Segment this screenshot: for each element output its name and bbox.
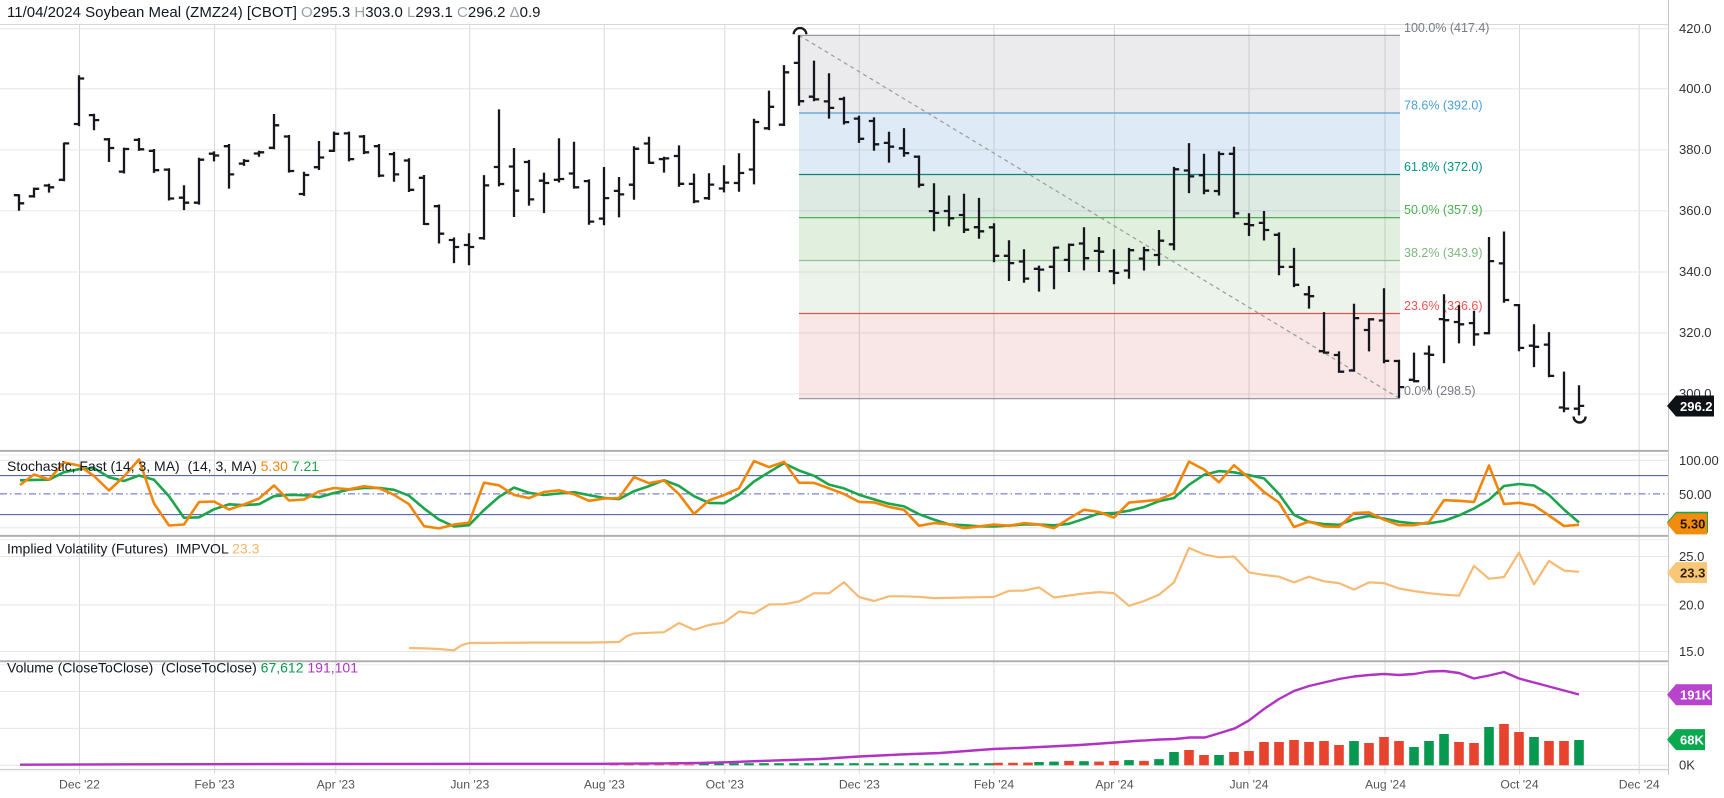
- svg-text:296.2: 296.2: [1680, 399, 1713, 414]
- svg-text:78.6% (392.0): 78.6% (392.0): [1404, 99, 1483, 113]
- svg-text:400.0: 400.0: [1679, 81, 1712, 96]
- svg-text:61.8% (372.0): 61.8% (372.0): [1404, 160, 1483, 174]
- svg-text:25.0: 25.0: [1679, 549, 1704, 564]
- svg-text:Volume (CloseToClose) (CloseT: Volume (CloseToClose) (CloseToClose) 67,…: [7, 660, 358, 676]
- svg-text:0K: 0K: [1679, 758, 1695, 773]
- svg-text:Feb '24: Feb '24: [974, 778, 1014, 792]
- svg-text:320.0: 320.0: [1679, 325, 1712, 340]
- svg-text:Apr '24: Apr '24: [1095, 778, 1133, 792]
- svg-text:68K: 68K: [1680, 732, 1704, 747]
- svg-text:Dec '23: Dec '23: [839, 778, 880, 792]
- svg-text:Jun '23: Jun '23: [450, 778, 489, 792]
- svg-text:Oct '23: Oct '23: [706, 778, 744, 792]
- svg-text:Apr '23: Apr '23: [317, 778, 355, 792]
- svg-text:Aug '23: Aug '23: [584, 778, 625, 792]
- svg-text:100.00: 100.00: [1679, 453, 1719, 468]
- svg-text:50.00: 50.00: [1679, 487, 1712, 502]
- svg-text:Implied Volatility (Futures): Implied Volatility (Futures) IMPVOL 23.3: [7, 541, 260, 557]
- svg-text:38.2% (343.9): 38.2% (343.9): [1404, 246, 1483, 260]
- svg-text:Dec '24: Dec '24: [1619, 778, 1660, 792]
- svg-text:Oct '24: Oct '24: [1500, 778, 1538, 792]
- svg-text:340.0: 340.0: [1679, 264, 1712, 279]
- svg-text:360.0: 360.0: [1679, 203, 1712, 218]
- svg-text:Jun '24: Jun '24: [1230, 778, 1269, 792]
- svg-text:20.0: 20.0: [1679, 598, 1704, 613]
- svg-text:15.0: 15.0: [1679, 644, 1704, 659]
- svg-text:Stochastic, Fast (14, 3, MA): Stochastic, Fast (14, 3, MA) (14, 3, MA)…: [7, 458, 319, 474]
- svg-text:50.0% (357.9): 50.0% (357.9): [1404, 203, 1483, 217]
- svg-text:5.30: 5.30: [1680, 517, 1705, 532]
- svg-text:23.3: 23.3: [1680, 565, 1705, 580]
- svg-text:11/04/2024 Soybean Meal (ZMZ24: 11/04/2024 Soybean Meal (ZMZ24) [CBOT] O…: [7, 4, 541, 21]
- svg-text:191K: 191K: [1680, 688, 1712, 703]
- svg-text:420.0: 420.0: [1679, 21, 1712, 36]
- svg-text:Dec '22: Dec '22: [59, 778, 100, 792]
- svg-text:380.0: 380.0: [1679, 142, 1712, 157]
- svg-text:Feb '23: Feb '23: [194, 778, 234, 792]
- svg-text:100.0% (417.4): 100.0% (417.4): [1404, 21, 1489, 35]
- svg-text:Aug '24: Aug '24: [1365, 778, 1406, 792]
- svg-text:0.0% (298.5): 0.0% (298.5): [1404, 384, 1476, 398]
